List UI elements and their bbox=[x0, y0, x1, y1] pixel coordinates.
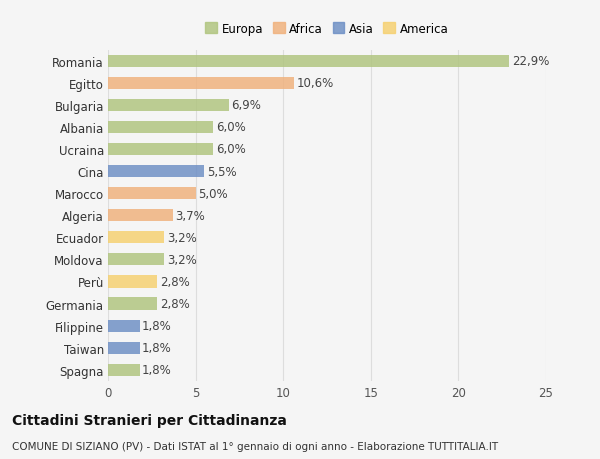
Text: 5,5%: 5,5% bbox=[207, 165, 236, 178]
Text: 5,0%: 5,0% bbox=[198, 187, 228, 200]
Bar bbox=[108, 100, 229, 112]
Bar bbox=[108, 254, 164, 266]
Text: Cittadini Stranieri per Cittadinanza: Cittadini Stranieri per Cittadinanza bbox=[12, 413, 287, 427]
Text: 6,0%: 6,0% bbox=[216, 121, 245, 134]
Text: 1,8%: 1,8% bbox=[142, 364, 172, 376]
Bar bbox=[108, 364, 140, 376]
Bar bbox=[108, 188, 196, 200]
Text: COMUNE DI SIZIANO (PV) - Dati ISTAT al 1° gennaio di ogni anno - Elaborazione TU: COMUNE DI SIZIANO (PV) - Dati ISTAT al 1… bbox=[12, 441, 498, 451]
Text: 3,7%: 3,7% bbox=[175, 209, 205, 222]
Bar bbox=[108, 320, 140, 332]
Bar bbox=[108, 276, 157, 288]
Text: 6,0%: 6,0% bbox=[216, 143, 245, 156]
Bar bbox=[108, 78, 294, 90]
Text: 2,8%: 2,8% bbox=[160, 275, 190, 288]
Bar bbox=[108, 210, 173, 222]
Bar bbox=[108, 166, 205, 178]
Bar bbox=[108, 56, 509, 67]
Text: 3,2%: 3,2% bbox=[167, 253, 196, 266]
Text: 6,9%: 6,9% bbox=[232, 99, 262, 112]
Text: 22,9%: 22,9% bbox=[512, 55, 549, 68]
Legend: Europa, Africa, Asia, America: Europa, Africa, Asia, America bbox=[203, 20, 451, 38]
Bar bbox=[108, 144, 213, 156]
Bar bbox=[108, 232, 164, 244]
Text: 3,2%: 3,2% bbox=[167, 231, 196, 244]
Text: 2,8%: 2,8% bbox=[160, 297, 190, 310]
Text: 1,8%: 1,8% bbox=[142, 319, 172, 332]
Bar bbox=[108, 342, 140, 354]
Bar bbox=[108, 122, 213, 134]
Text: 10,6%: 10,6% bbox=[296, 77, 334, 90]
Bar bbox=[108, 298, 157, 310]
Text: 1,8%: 1,8% bbox=[142, 341, 172, 354]
